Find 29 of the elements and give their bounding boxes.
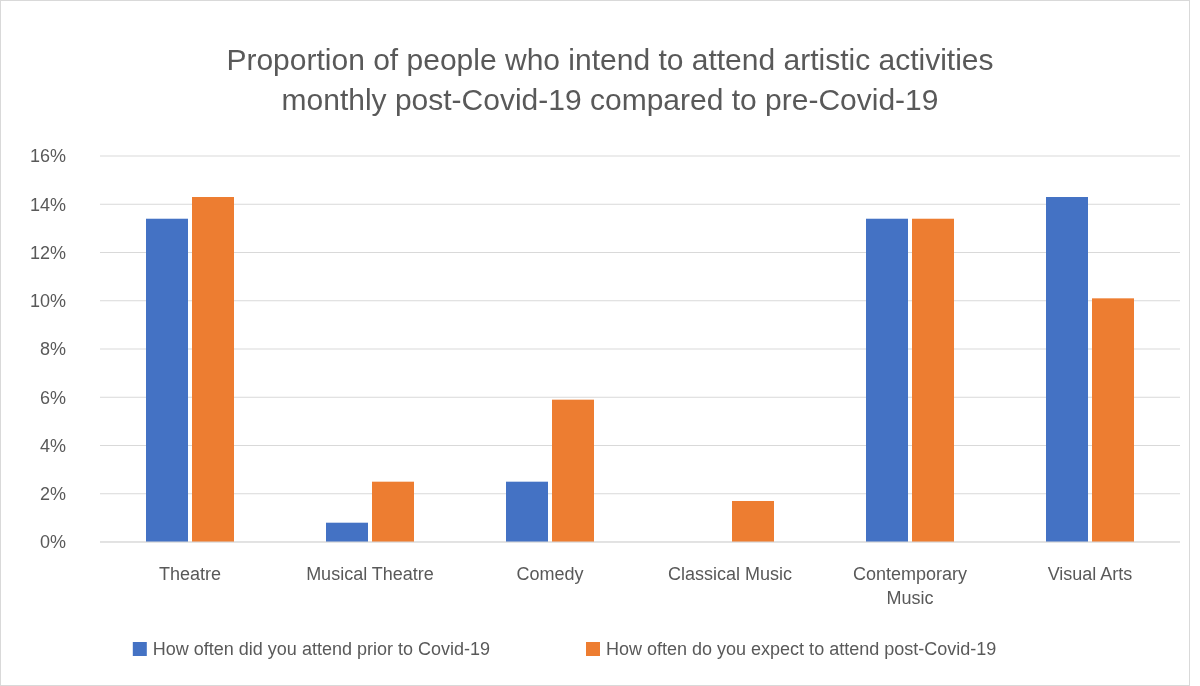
x-tick-label: Classical Music [667,564,793,584]
x-tick-label: Theatre [158,564,222,584]
bar [372,481,414,542]
chart-title: Proportion of people who intend to attend artistic activities monthly post-Covid-19 compared to pre-Covid-19 [226,43,994,116]
bar [866,218,908,542]
y-tick-label: 0% [39,532,66,553]
bar [1092,298,1134,542]
bar [552,399,594,542]
bar [326,522,368,542]
x-tick-label: Visual Arts [1047,564,1133,584]
bar [146,218,188,542]
y-tick-label: 10% [29,291,66,312]
bar [1046,197,1088,542]
bar [506,481,548,542]
y-tick-label: 16% [29,146,66,167]
y-tick-label: 2% [39,484,66,505]
y-tick-label: 4% [39,435,66,456]
legend-label: How often did you attend prior to Covid-19 [152,639,490,659]
bar [732,500,774,542]
legend-label: How often do you expect to attend post-Covid-19 [606,639,997,659]
y-tick-label: 6% [39,387,66,408]
x-tick-label: Contemporary Music [852,564,968,608]
y-tick-label: 14% [29,194,66,215]
bar [192,197,234,542]
y-tick-label: 8% [39,339,66,360]
bar [912,218,954,542]
y-tick-label: 12% [29,242,66,263]
x-tick-label: Comedy [516,564,584,584]
x-tick-label: Musical Theatre [306,564,434,584]
